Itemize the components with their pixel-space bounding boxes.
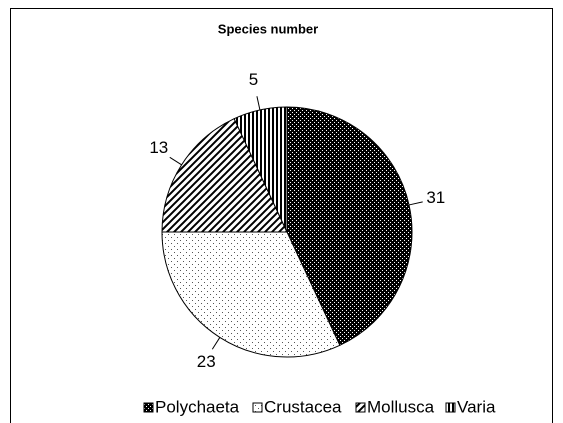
legend-label: Polychaeta bbox=[155, 397, 240, 416]
data-label: 13 bbox=[149, 138, 168, 157]
legend-swatch bbox=[355, 402, 366, 413]
chart-title: Species number bbox=[218, 21, 318, 36]
data-label: 31 bbox=[426, 188, 445, 207]
leader-line bbox=[408, 201, 423, 206]
legend-swatch bbox=[252, 402, 263, 413]
leader-line bbox=[256, 96, 261, 111]
legend-label: Crustacea bbox=[264, 397, 342, 416]
legend-label: Mollusca bbox=[367, 397, 435, 416]
data-label: 5 bbox=[249, 70, 258, 89]
legend-swatch bbox=[445, 402, 456, 413]
pie-slice bbox=[286, 106, 413, 346]
pie-slice bbox=[161, 118, 288, 233]
legend-swatch bbox=[143, 402, 154, 413]
pie-slice bbox=[233, 106, 288, 233]
data-label: 23 bbox=[197, 352, 216, 371]
leader-line bbox=[169, 156, 182, 166]
legend-label: Varia bbox=[457, 397, 496, 416]
leader-line bbox=[211, 337, 221, 350]
pie-slice bbox=[161, 231, 341, 358]
